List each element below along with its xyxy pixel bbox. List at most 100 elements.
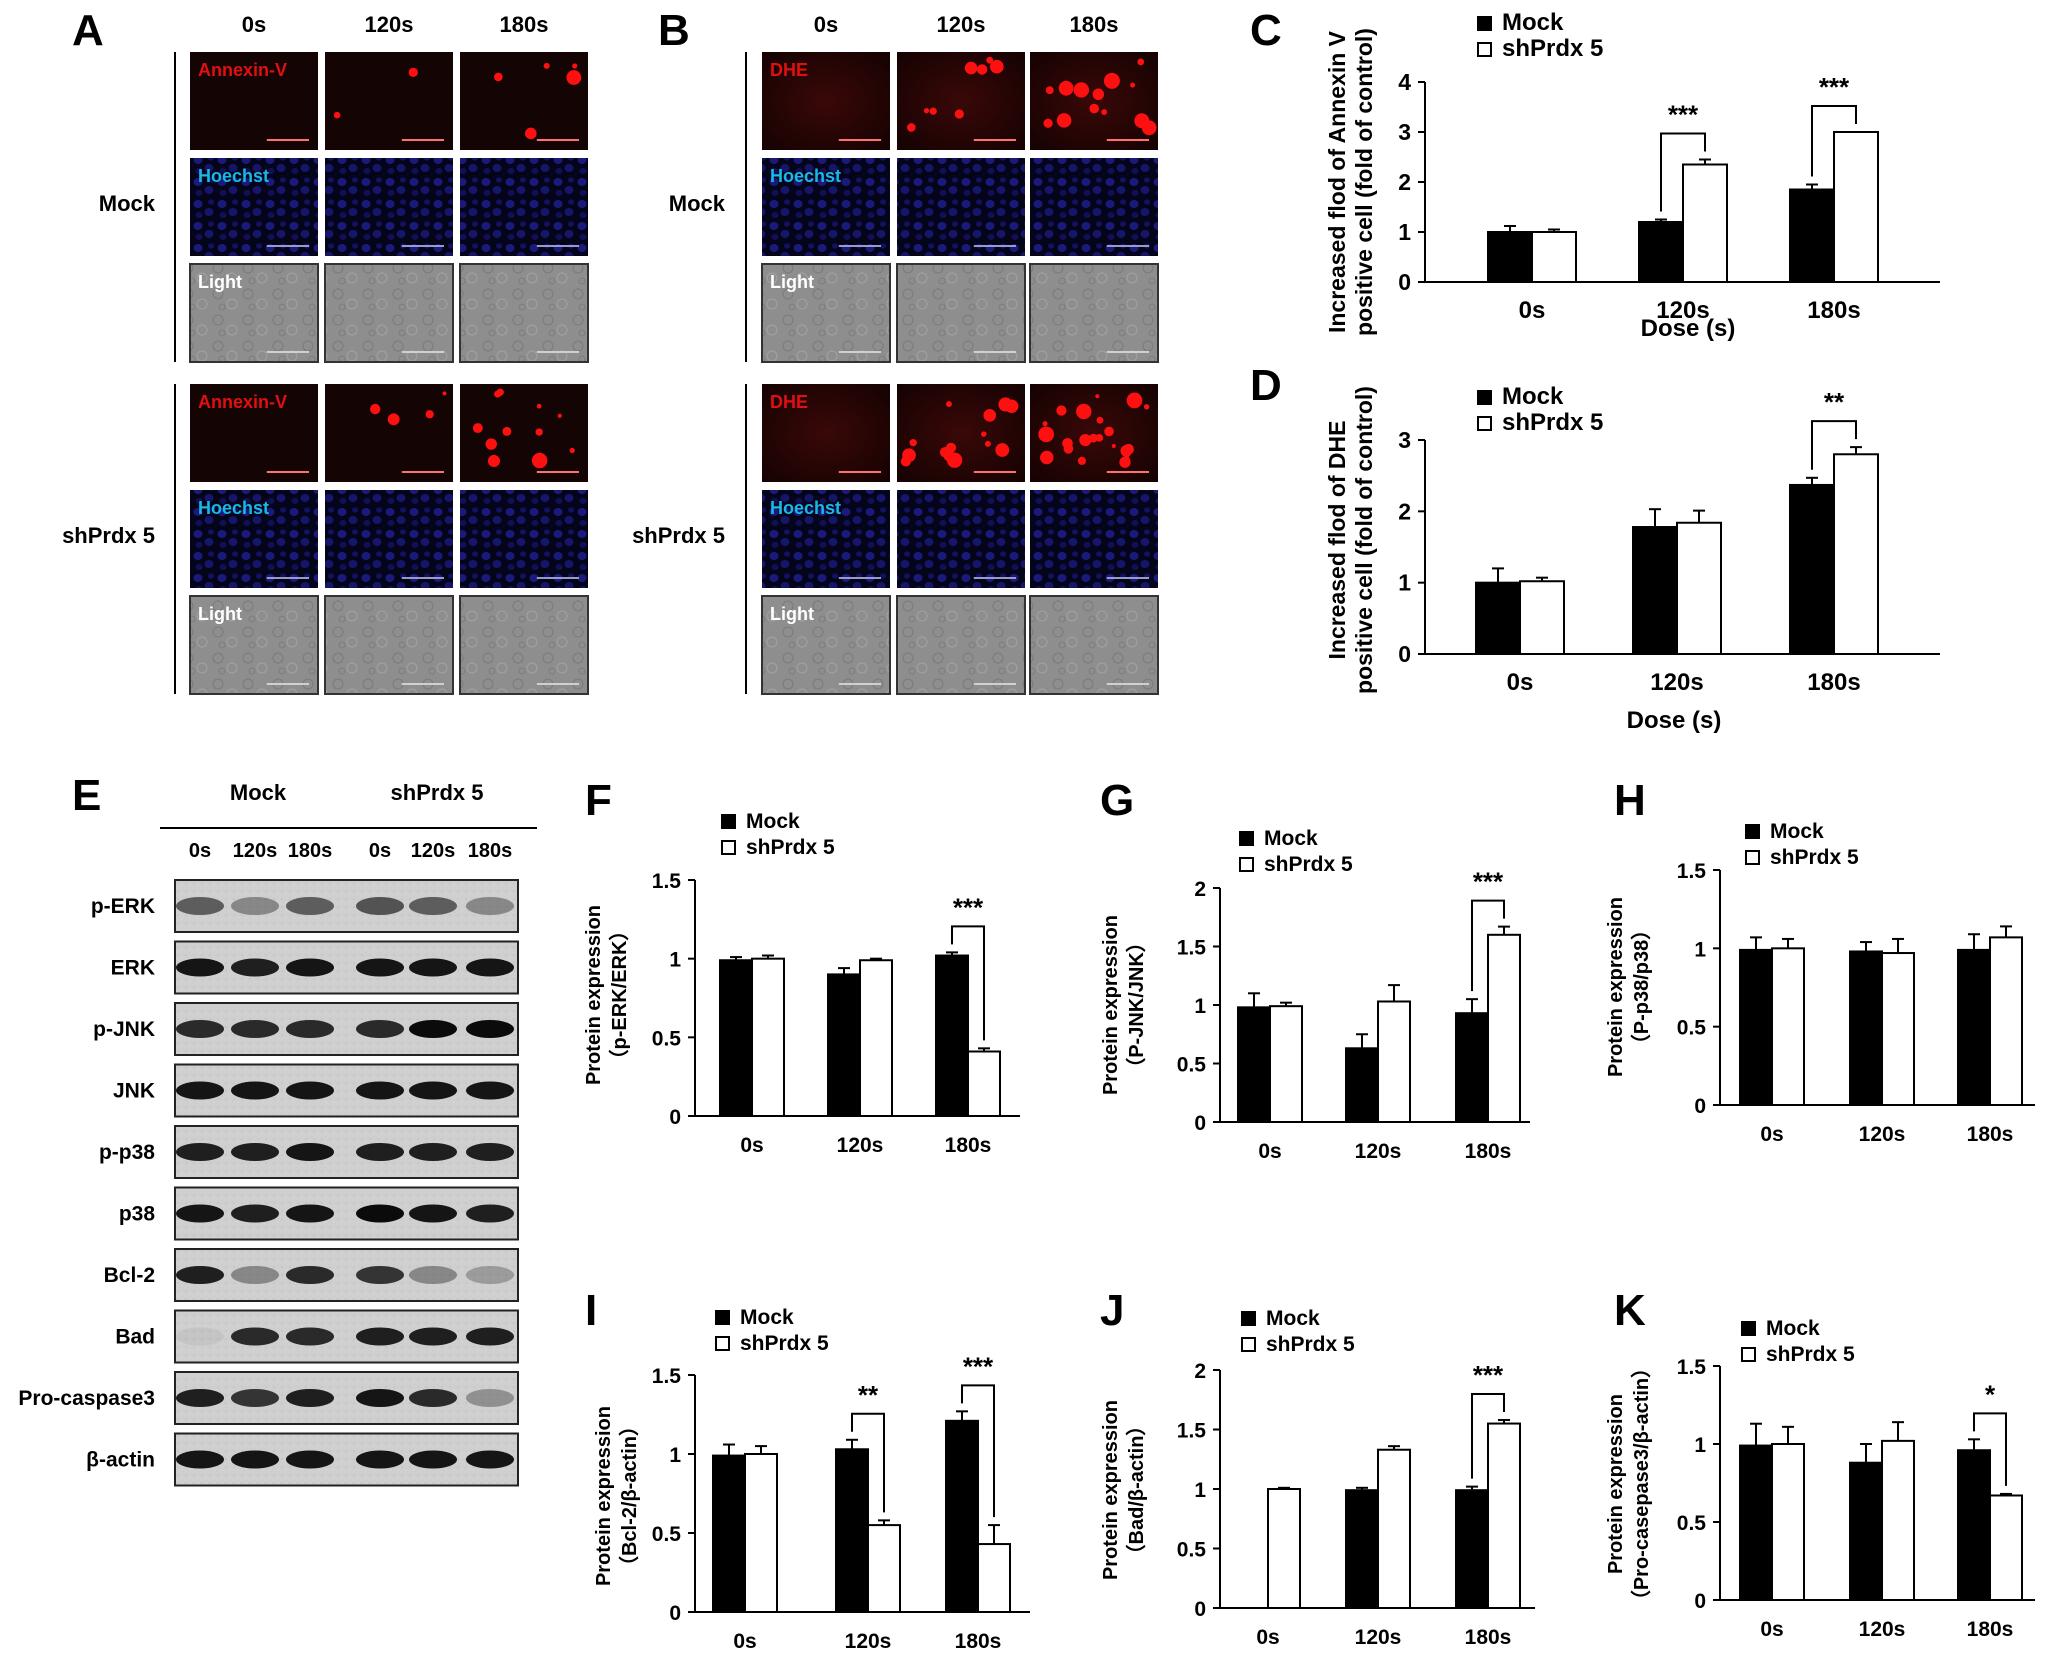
x-tick-label-0s: 0s	[733, 1630, 756, 1653]
y-tick-label: 1.5	[1177, 1420, 1207, 1443]
y-axis-label: （Bcl-2/β-actin）	[618, 1416, 641, 1576]
fluorescent-spot	[494, 72, 503, 82]
bar-shprdx5-0s	[1269, 1005, 1303, 1123]
fluorescent-spot	[945, 401, 952, 408]
micrograph-hoechst-180s	[1030, 158, 1158, 256]
legend-label-mock: Mock	[740, 1306, 794, 1329]
y-tick-label: 4	[1398, 69, 1411, 95]
bar-shprdx5-180s	[1989, 936, 2023, 1106]
y-axis-label: （Bad/β-actin）	[1125, 1416, 1148, 1565]
fluorescent-spot	[387, 413, 400, 426]
fluorescent-spot	[472, 423, 483, 434]
y-tick-label: 0.5	[1677, 1512, 1707, 1535]
legend-swatch-mock	[1745, 824, 1760, 839]
fluorescent-spot	[1126, 392, 1143, 409]
blot-band	[231, 1081, 279, 1100]
y-tick-label: 1	[669, 949, 681, 972]
fluorescent-spot	[990, 59, 1004, 74]
fluorescent-spot	[907, 123, 916, 132]
legend-label-shprdx5: shPrdx 5	[1264, 853, 1353, 876]
group-label-Mock: Mock	[99, 191, 156, 216]
fluorescent-spot	[909, 439, 917, 447]
bar-mock-180s	[1957, 948, 1991, 1107]
fluorescent-spot	[1043, 118, 1053, 128]
y-tick-label: 0	[1694, 1590, 1706, 1613]
bar-shprdx5-180s	[1487, 933, 1521, 1123]
lane-label-0s: 0s	[189, 840, 211, 862]
bar-mock-180s	[945, 1419, 979, 1613]
blot-band	[466, 1204, 514, 1223]
channel-label-light: Light	[198, 272, 242, 292]
fluorescent-spot	[1040, 450, 1054, 465]
significance-bracket	[1973, 1412, 2007, 1486]
blot-band	[286, 1450, 334, 1469]
micrograph-hoechst-180s	[460, 490, 588, 588]
lane-label-120s: 120s	[233, 840, 278, 862]
bar-shprdx5-120s	[1682, 163, 1728, 283]
bar-shprdx5-180s	[977, 1543, 1011, 1614]
fluorescent-spot	[442, 391, 447, 396]
x-tick-label-180s: 180s	[1465, 1140, 1512, 1163]
channel-label-light: Light	[770, 272, 814, 292]
micrograph-light-180s	[459, 263, 589, 363]
legend-swatch-shprdx5	[1741, 1347, 1756, 1362]
blot-band	[176, 1204, 224, 1223]
panel-letter-F: F	[585, 776, 612, 825]
y-axis-label: Increased flod of Annexin V	[1324, 30, 1350, 333]
lane-label-0s: 0s	[369, 840, 391, 862]
fluorescent-spot	[1038, 426, 1055, 443]
fluorescent-spot	[496, 388, 504, 396]
legend-swatch-shprdx5	[715, 1336, 730, 1351]
bar-shprdx5-180s	[1833, 131, 1879, 283]
legend-swatch-shprdx5	[1477, 416, 1492, 431]
micrograph-dhe-120s	[897, 52, 1025, 150]
micrograph-hoechst-0s	[762, 490, 890, 588]
fluorescent-spot	[929, 107, 937, 115]
y-axis-label: Protein expression	[1605, 1394, 1627, 1574]
legend-label-shprdx5: shPrdx 5	[1502, 35, 1603, 62]
bar-mock-180s	[1455, 1012, 1489, 1123]
blot-label-JNK: JNK	[113, 1080, 155, 1103]
channel-label-light: Light	[770, 604, 814, 624]
y-tick-label: 0	[669, 1106, 681, 1129]
micrograph-light-120s	[896, 263, 1026, 363]
x-tick-label-180s: 180s	[1807, 669, 1860, 696]
fluorescent-spot	[1134, 113, 1150, 129]
blot-band	[466, 1081, 514, 1100]
fluorescent-spot	[1130, 82, 1136, 88]
y-axis-label: Protein expression	[1100, 915, 1122, 1095]
y-tick-label: 3	[1398, 119, 1411, 145]
blot-band	[286, 1020, 334, 1038]
bar-shprdx5-120s	[1377, 1448, 1411, 1609]
bar-shprdx5-0s	[751, 957, 785, 1118]
y-axis-label: Protein expression	[1100, 1400, 1122, 1580]
fluorescent-spot	[983, 409, 997, 422]
significance-label: ***	[1819, 72, 1850, 102]
y-tick-label: 2	[1194, 878, 1206, 901]
micrograph-light-120s	[324, 263, 454, 363]
blot-band	[231, 958, 279, 977]
significance-bracket	[1811, 420, 1857, 470]
y-axis-label: Protein expression	[1605, 897, 1627, 1077]
time-header-0s: 0s	[242, 12, 266, 37]
y-axis-label: Protein expression	[583, 905, 605, 1085]
blot-band	[231, 1450, 279, 1469]
fluorescent-spot	[1077, 456, 1087, 465]
blot-band	[409, 1081, 457, 1100]
micrograph-annexin-v-120s	[325, 384, 453, 482]
y-tick-label: 0	[1398, 269, 1411, 295]
blot-band	[286, 1327, 334, 1346]
y-tick-label: 1.5	[1677, 860, 1707, 883]
lane-label-180s: 180s	[468, 840, 513, 862]
blot-band	[466, 1266, 514, 1284]
x-tick-label-0s: 0s	[1760, 1123, 1783, 1146]
blot-band	[286, 1081, 334, 1100]
blot-label-ERK: ERK	[111, 957, 155, 980]
bar-shprdx5-120s	[1881, 1439, 1915, 1601]
fluorescent-spot	[543, 62, 550, 69]
legend-swatch-mock	[1477, 16, 1492, 31]
significance-bracket	[951, 925, 985, 1041]
fluorescent-spot	[1095, 394, 1100, 399]
x-tick-label-120s: 120s	[845, 1630, 892, 1653]
